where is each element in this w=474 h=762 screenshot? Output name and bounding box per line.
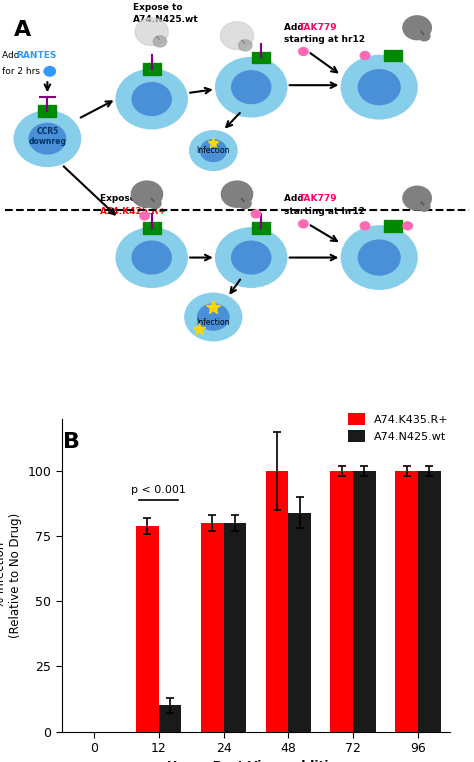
Bar [256, 52, 260, 63]
Bar [353, 471, 376, 732]
Bar [136, 526, 159, 732]
Text: Infection: Infection [197, 319, 230, 328]
Circle shape [131, 181, 163, 207]
Circle shape [135, 18, 168, 46]
Circle shape [360, 52, 370, 59]
Circle shape [154, 36, 167, 47]
Circle shape [116, 69, 187, 129]
Bar [147, 63, 151, 75]
Bar [266, 52, 270, 63]
Circle shape [232, 242, 271, 274]
Circle shape [403, 222, 412, 230]
Y-axis label: % Infection
(Relative to No Drug): % Infection (Relative to No Drug) [0, 513, 22, 638]
Text: Add: Add [284, 194, 307, 203]
Bar [266, 222, 270, 234]
Circle shape [299, 47, 308, 56]
Circle shape [341, 226, 417, 290]
Circle shape [14, 111, 81, 166]
Circle shape [341, 56, 417, 119]
Bar [330, 471, 353, 732]
Circle shape [185, 293, 242, 341]
Circle shape [238, 40, 252, 51]
Bar [394, 220, 398, 232]
Circle shape [419, 31, 430, 41]
Bar [261, 222, 265, 234]
Circle shape [403, 16, 431, 40]
Bar [159, 706, 182, 732]
Text: A74.K425.R+: A74.K425.R+ [100, 207, 166, 216]
Circle shape [360, 222, 370, 230]
Bar [157, 63, 161, 75]
Circle shape [140, 212, 149, 220]
Text: Expose to: Expose to [100, 194, 149, 203]
Text: for 2 hrs: for 2 hrs [2, 67, 40, 76]
Text: TAK779: TAK779 [299, 194, 337, 203]
Bar [394, 50, 398, 62]
Bar [143, 63, 146, 75]
Text: TAK779: TAK779 [299, 23, 337, 32]
Bar [38, 105, 42, 117]
Bar [384, 220, 388, 232]
Bar [224, 523, 246, 732]
Bar [53, 105, 56, 117]
Text: Expose to: Expose to [133, 3, 182, 12]
Circle shape [198, 304, 229, 330]
Circle shape [216, 228, 287, 287]
Text: starting at hr12: starting at hr12 [284, 35, 365, 44]
Bar [256, 222, 260, 234]
Circle shape [238, 198, 251, 209]
Circle shape [132, 83, 171, 115]
Circle shape [220, 22, 254, 50]
Bar [201, 523, 224, 732]
Bar [399, 50, 402, 62]
Bar [288, 513, 311, 732]
Text: p < 0.001: p < 0.001 [131, 485, 186, 495]
Circle shape [216, 57, 287, 117]
Circle shape [251, 210, 261, 218]
X-axis label: Hours Post Virus addition: Hours Post Virus addition [166, 760, 346, 762]
Circle shape [221, 181, 253, 207]
Bar [48, 105, 52, 117]
Circle shape [148, 198, 161, 209]
Bar [152, 63, 156, 75]
Circle shape [299, 220, 308, 228]
Circle shape [29, 123, 65, 154]
Bar [399, 220, 402, 232]
Circle shape [232, 71, 271, 104]
Bar [43, 105, 47, 117]
Text: A: A [14, 20, 31, 40]
Circle shape [44, 66, 55, 76]
Text: starting at hr12: starting at hr12 [284, 207, 365, 216]
Bar [143, 222, 146, 234]
Bar [389, 50, 393, 62]
Bar [384, 50, 388, 62]
Text: B: B [63, 432, 80, 452]
Circle shape [116, 228, 187, 287]
Bar [395, 471, 418, 732]
Bar [147, 222, 151, 234]
Circle shape [190, 131, 237, 171]
Text: CCR5
downreg: CCR5 downreg [28, 127, 66, 146]
Text: Infection: Infection [197, 146, 230, 155]
Circle shape [358, 240, 400, 275]
Bar [157, 222, 161, 234]
Circle shape [419, 202, 430, 211]
Bar [265, 471, 288, 732]
Text: RANTES: RANTES [17, 51, 57, 60]
Bar [252, 222, 255, 234]
Circle shape [358, 70, 400, 104]
Circle shape [403, 186, 431, 210]
Bar [252, 52, 255, 63]
Text: Add: Add [284, 23, 307, 32]
Bar [418, 471, 440, 732]
Circle shape [132, 242, 171, 274]
Text: Add: Add [2, 51, 23, 60]
Legend: A74.K435.R+, A74.N425.wt: A74.K435.R+, A74.N425.wt [344, 409, 453, 447]
Bar [261, 52, 265, 63]
Bar [389, 220, 393, 232]
Circle shape [200, 139, 227, 162]
Text: A74.N425.wt: A74.N425.wt [133, 15, 199, 24]
Bar [152, 222, 156, 234]
